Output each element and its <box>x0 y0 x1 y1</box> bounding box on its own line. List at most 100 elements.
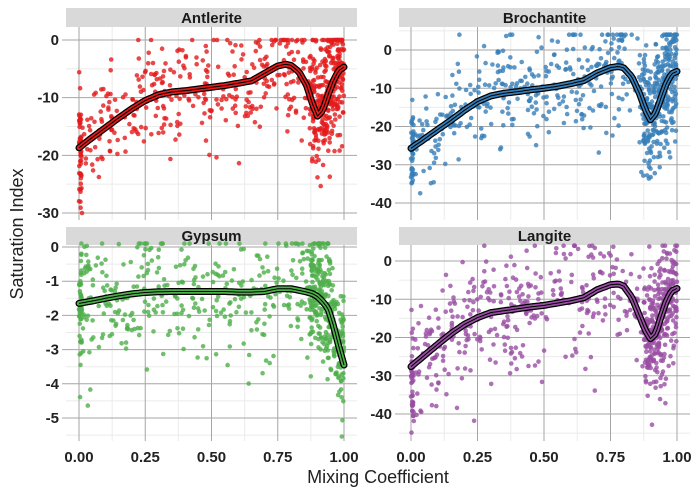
data-point <box>539 290 544 295</box>
data-point <box>664 45 669 51</box>
data-point <box>493 81 499 86</box>
data-point <box>551 292 556 298</box>
data-point <box>664 37 669 42</box>
data-point <box>655 65 661 71</box>
data-point <box>444 392 449 397</box>
data-point <box>159 46 165 51</box>
data-point <box>409 380 414 386</box>
data-point <box>277 41 283 46</box>
data-point <box>409 166 415 171</box>
data-point <box>85 313 91 319</box>
data-point <box>657 153 663 159</box>
data-point <box>107 139 112 144</box>
data-point <box>671 105 676 111</box>
data-point <box>92 144 98 150</box>
data-point <box>151 307 157 313</box>
data-point <box>177 263 183 268</box>
data-point <box>571 71 576 77</box>
data-point <box>255 41 261 46</box>
data-point <box>653 42 659 47</box>
data-point <box>338 293 344 299</box>
data-point <box>541 348 547 353</box>
data-point <box>337 54 342 60</box>
data-point <box>544 94 549 100</box>
data-point <box>147 247 152 253</box>
data-point <box>519 59 524 65</box>
data-point <box>474 297 480 302</box>
data-point <box>596 150 602 155</box>
data-point <box>479 347 485 352</box>
data-point <box>590 272 596 277</box>
data-point <box>267 314 272 319</box>
data-point <box>98 109 103 114</box>
y-tick-label: -10 <box>370 291 392 308</box>
data-point <box>502 342 508 347</box>
data-point <box>667 109 672 115</box>
data-point <box>112 288 118 294</box>
data-point <box>325 376 330 382</box>
data-point <box>78 112 84 118</box>
data-point <box>263 358 269 363</box>
data-point <box>477 69 482 74</box>
data-point <box>145 309 151 315</box>
data-point <box>314 267 320 272</box>
data-point <box>673 128 679 133</box>
data-point <box>199 120 205 126</box>
data-point <box>644 293 650 298</box>
data-point <box>203 97 209 103</box>
data-point <box>423 94 428 99</box>
data-point <box>112 97 118 103</box>
data-point <box>634 357 639 363</box>
data-point <box>161 122 167 127</box>
data-point <box>321 122 327 127</box>
data-point <box>572 32 578 37</box>
data-point <box>568 67 573 72</box>
data-point <box>320 117 325 122</box>
data-point <box>442 367 448 373</box>
data-point <box>316 336 321 342</box>
data-point <box>450 72 455 78</box>
data-point <box>647 297 652 303</box>
data-point <box>654 365 659 370</box>
y-tick-label: 0 <box>51 32 59 49</box>
data-point <box>543 73 549 79</box>
data-point <box>532 243 538 248</box>
data-point <box>654 54 660 60</box>
data-point <box>470 276 475 282</box>
data-point <box>670 99 675 104</box>
data-point <box>317 62 323 68</box>
data-point <box>307 126 313 131</box>
data-point <box>315 175 320 180</box>
data-point <box>433 119 438 125</box>
data-point <box>84 243 90 249</box>
data-point <box>467 82 473 88</box>
data-point <box>641 60 647 65</box>
data-point <box>463 331 469 337</box>
data-point <box>534 107 539 112</box>
data-point <box>310 258 315 263</box>
data-point <box>579 65 585 70</box>
data-point <box>77 394 83 400</box>
data-point <box>546 69 552 74</box>
y-tick-label: -20 <box>37 147 59 164</box>
data-point <box>120 317 126 323</box>
data-point <box>259 62 265 68</box>
data-point <box>641 56 647 62</box>
data-point <box>665 316 670 322</box>
data-point <box>509 361 514 366</box>
data-point <box>590 44 595 50</box>
data-point <box>330 106 336 112</box>
data-point <box>424 119 429 124</box>
data-point <box>523 74 528 80</box>
data-point <box>205 272 210 277</box>
x-tick-label: 0.00 <box>396 449 425 466</box>
y-tick-label: -20 <box>370 119 392 136</box>
data-point <box>148 37 154 43</box>
data-point <box>123 149 128 154</box>
data-point <box>541 113 546 119</box>
data-point <box>257 57 263 63</box>
data-point <box>568 251 573 257</box>
data-point <box>641 299 647 305</box>
data-point <box>254 253 260 258</box>
data-point <box>191 266 196 272</box>
